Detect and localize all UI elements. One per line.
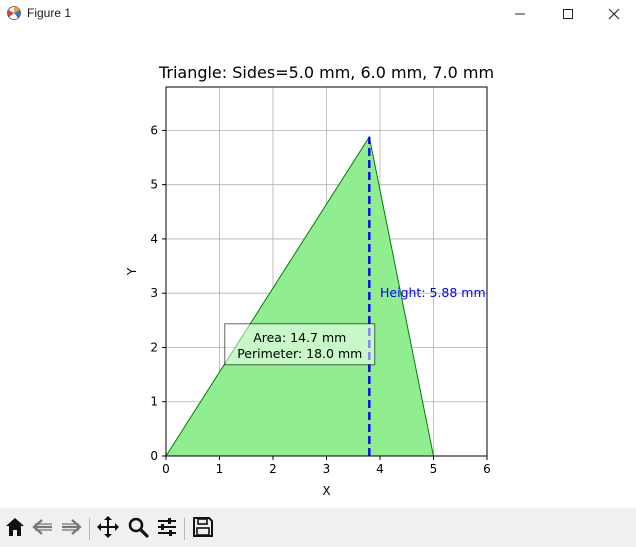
y-tick-label: 1 — [150, 395, 158, 409]
forward-button[interactable] — [58, 516, 84, 542]
pan-icon — [96, 515, 120, 543]
zoom-button[interactable] — [125, 516, 151, 542]
y-tick-label: 3 — [150, 286, 158, 300]
home-button[interactable] — [2, 516, 28, 542]
forward-arrow-icon — [60, 516, 82, 542]
x-tick-label: 3 — [323, 462, 331, 476]
y-tick-label: 2 — [150, 340, 158, 354]
y-tick-label: 0 — [150, 449, 158, 463]
matplotlib-icon — [6, 5, 22, 21]
back-button[interactable] — [30, 516, 56, 542]
save-icon — [192, 516, 214, 542]
height-annotation: Height: 5.88 mm — [380, 285, 486, 300]
configure-subplots-icon — [156, 516, 178, 542]
perimeter-annotation: Perimeter: 18.0 mm — [237, 346, 362, 361]
x-tick-label: 0 — [162, 462, 170, 476]
y-tick-label: 6 — [150, 123, 158, 137]
window-title: Figure 1 — [27, 6, 72, 20]
zoom-icon — [127, 516, 149, 542]
save-button[interactable] — [190, 516, 216, 542]
pan-button[interactable] — [95, 516, 121, 542]
maximize-button[interactable] — [545, 0, 591, 28]
triangle-chart: 0 1 2 3 4 5 6 0 1 2 3 4 5 6 Triangle: Sides=5.0 mm, 6… — [125, 63, 494, 498]
toolbar-separator — [89, 518, 90, 540]
configure-subplots-button[interactable] — [154, 516, 180, 542]
toolbar-separator — [184, 518, 185, 540]
figure-canvas[interactable]: 0 1 2 3 4 5 6 0 1 2 3 4 5 6 Triangle: Sides=5.0 mm, 6… — [0, 28, 636, 508]
x-axis-label: X — [322, 484, 330, 498]
x-tick-label: 1 — [216, 462, 224, 476]
minimize-icon — [514, 8, 526, 20]
area-perimeter-box — [224, 323, 376, 366]
area-annotation: Area: 14.7 mm — [253, 330, 346, 345]
navigation-toolbar — [0, 508, 636, 547]
minimize-button[interactable] — [497, 0, 543, 28]
x-tick-label: 4 — [376, 462, 384, 476]
home-icon — [4, 516, 26, 542]
x-tick-label: 5 — [430, 462, 438, 476]
chart-title: Triangle: Sides=5.0 mm, 6.0 mm, 7.0 mm — [158, 63, 494, 82]
y-tick-label: 4 — [150, 232, 158, 246]
y-tick-label: 5 — [150, 178, 158, 192]
title-bar: Figure 1 — [0, 0, 636, 28]
x-tick-label: 2 — [269, 462, 277, 476]
close-icon — [608, 8, 620, 20]
x-tick-label: 6 — [483, 462, 491, 476]
y-axis-label: Y — [125, 267, 139, 276]
close-button[interactable] — [591, 0, 636, 28]
axis-ticks: 0 1 2 3 4 5 6 0 1 2 3 4 5 6 — [150, 123, 490, 476]
back-arrow-icon — [32, 516, 54, 542]
maximize-icon — [562, 8, 574, 20]
